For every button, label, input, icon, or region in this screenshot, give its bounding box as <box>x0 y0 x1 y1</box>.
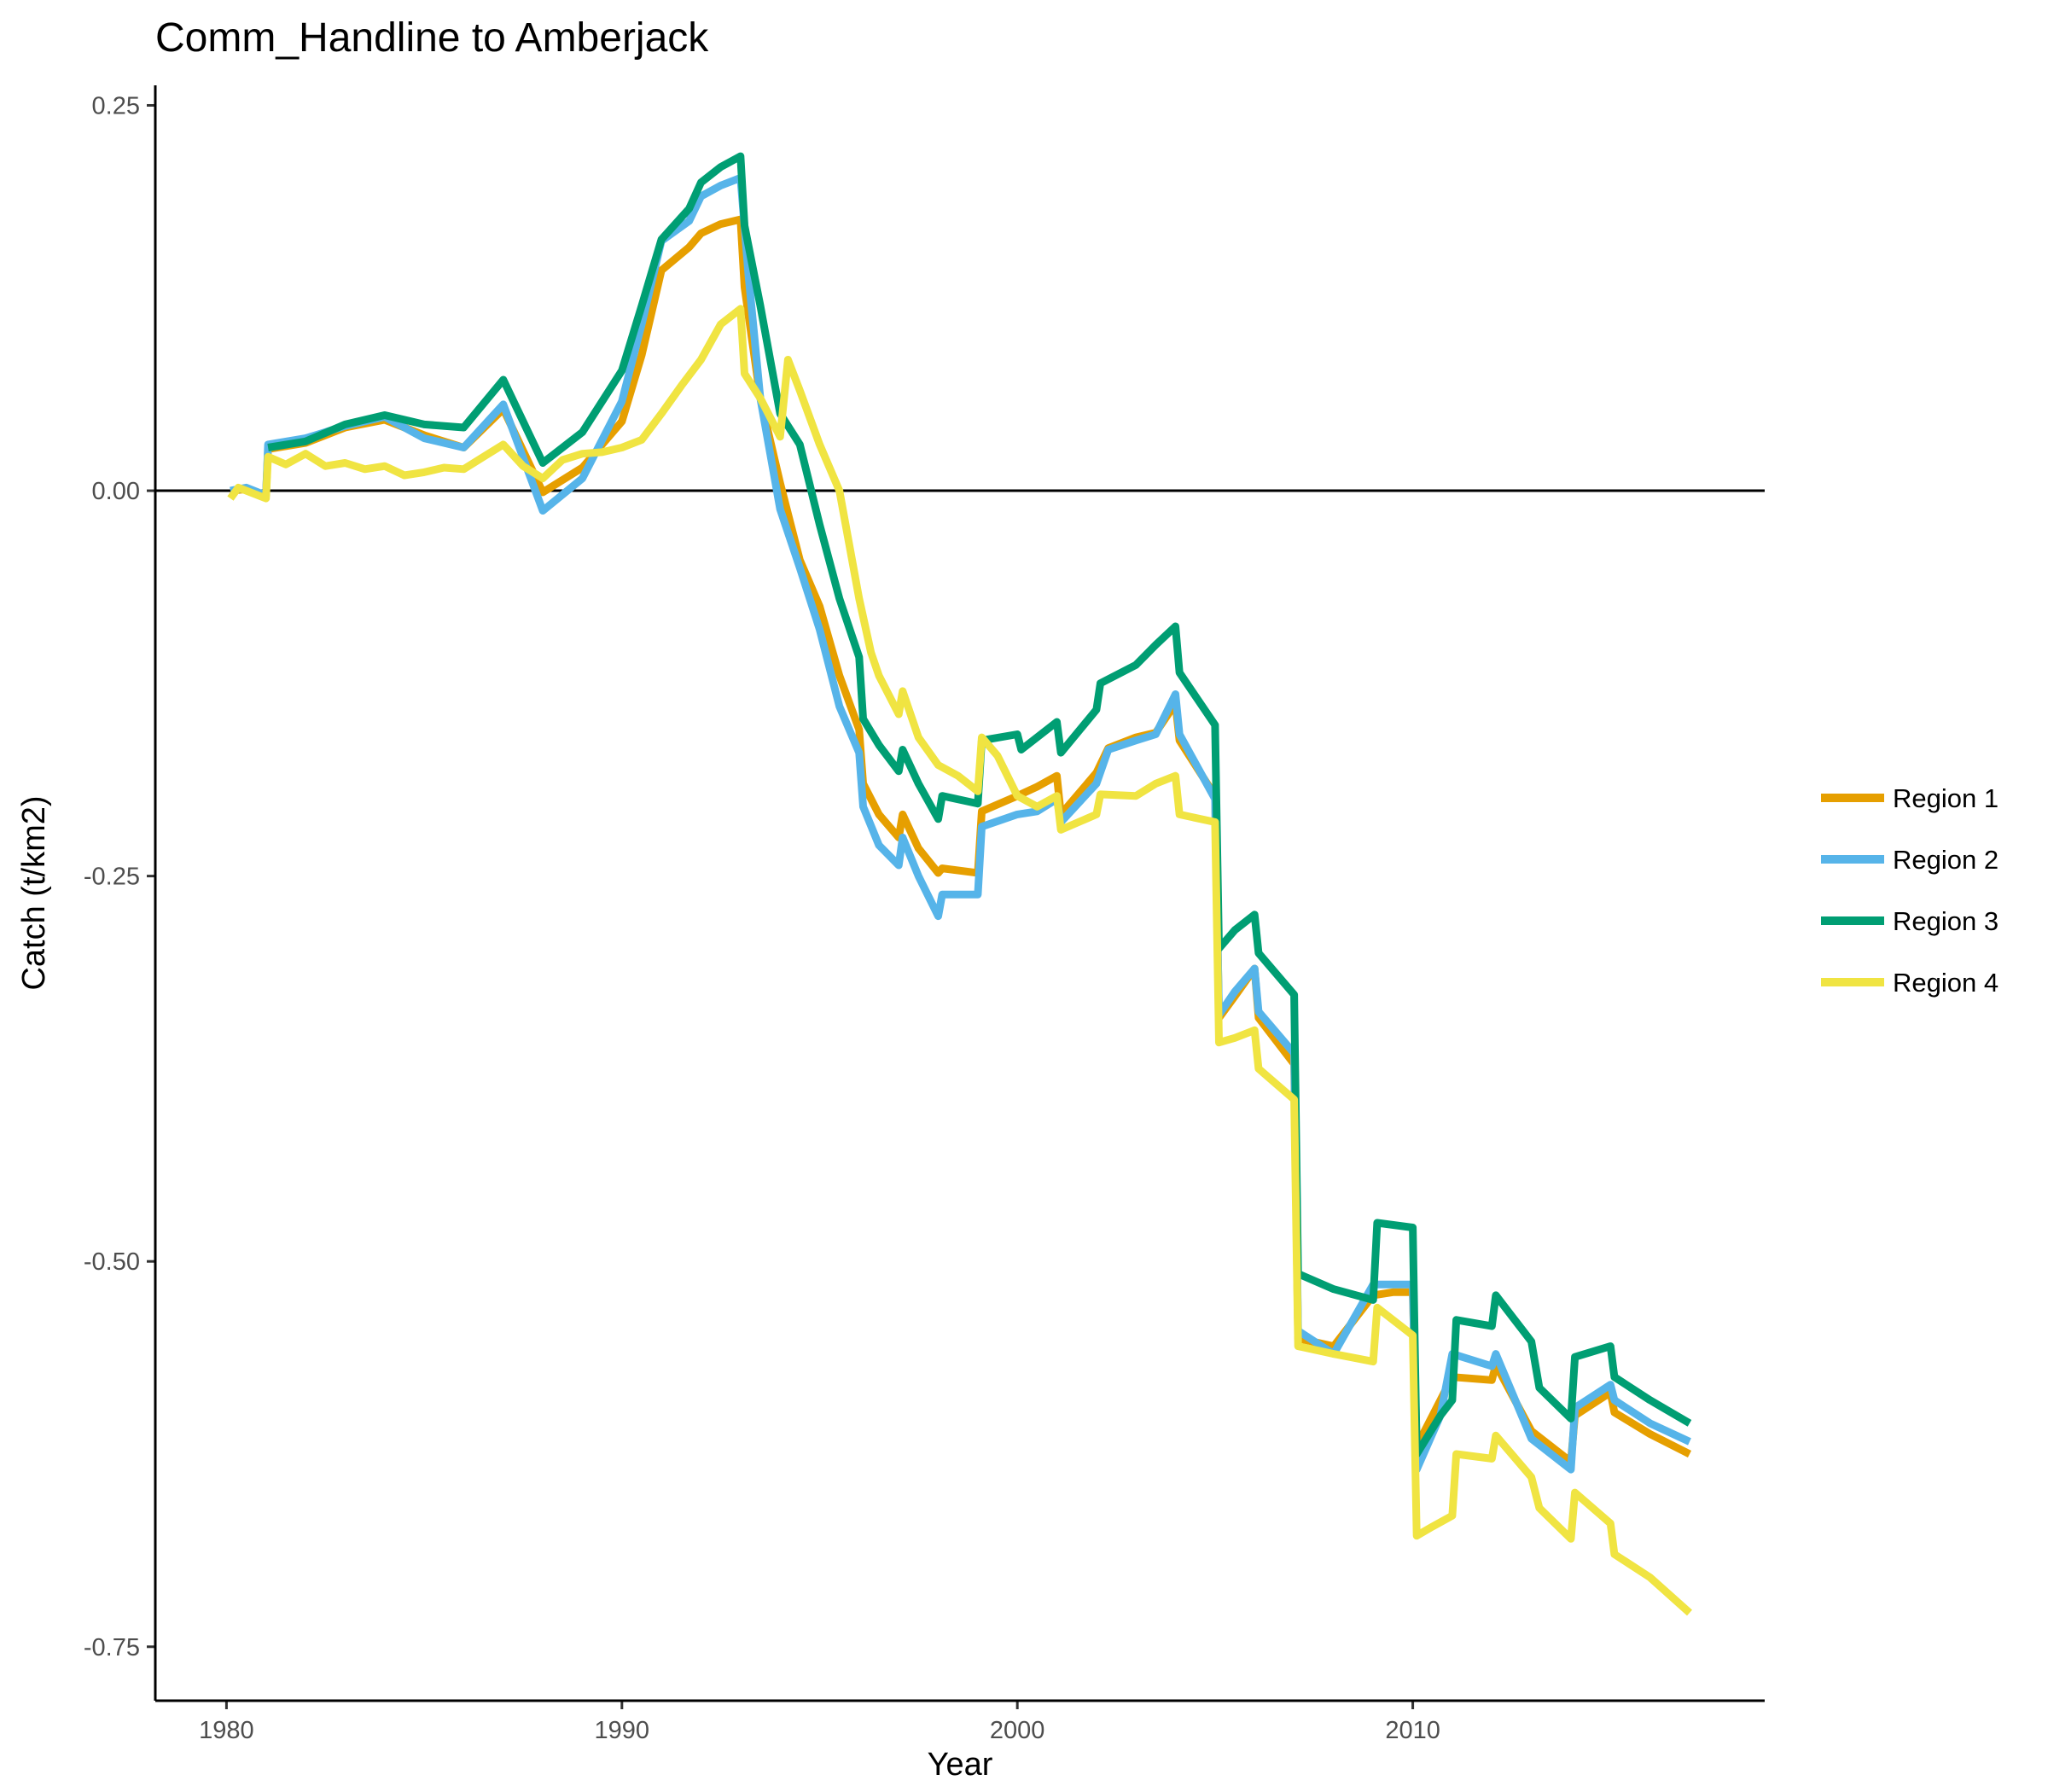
legend-label: Region 2 <box>1893 845 1999 875</box>
y-axis-ticks: 0.25 0.00 -0.25 -0.50 -0.75 <box>84 92 155 1661</box>
y-tick-label: 0.25 <box>92 92 140 119</box>
chart-title: Comm_Handline to Amberjack <box>155 15 709 61</box>
y-axis-title: Catch (t/km2) <box>16 795 52 990</box>
y-tick-label: -0.75 <box>84 1634 140 1661</box>
x-tick-label: 2000 <box>990 1717 1045 1744</box>
series-line-region-4 <box>227 305 1692 1616</box>
legend: Region 1 Region 2 Region 3 Region 4 <box>1821 783 1999 998</box>
legend-label: Region 1 <box>1893 783 1999 813</box>
x-axis-ticks: 1980 1990 2000 2010 <box>199 1701 1440 1744</box>
series-line-region-2 <box>230 173 1691 1474</box>
x-tick-label: 1980 <box>199 1717 254 1744</box>
legend-label: Region 4 <box>1893 968 1999 998</box>
series-line-region-3 <box>267 152 1692 1458</box>
x-tick-label: 1990 <box>595 1717 650 1744</box>
series-lines <box>227 152 1692 1616</box>
y-tick-label: -0.25 <box>84 864 140 891</box>
x-tick-label: 2010 <box>1385 1717 1440 1744</box>
y-tick-label: -0.50 <box>84 1248 140 1276</box>
x-axis-title: Year <box>928 1747 993 1783</box>
series-line-region-1 <box>230 215 1692 1466</box>
y-tick-label: 0.00 <box>92 478 140 505</box>
legend-label: Region 3 <box>1893 906 1999 936</box>
